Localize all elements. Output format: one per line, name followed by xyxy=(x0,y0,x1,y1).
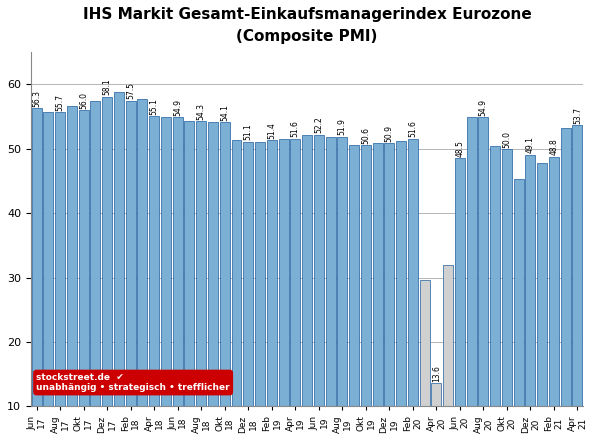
Bar xyxy=(90,101,101,407)
Bar xyxy=(372,143,383,407)
Text: 51.4: 51.4 xyxy=(267,122,276,139)
Bar xyxy=(419,279,430,407)
Text: 55.1: 55.1 xyxy=(150,98,159,115)
Bar xyxy=(114,92,124,407)
Text: 49.1: 49.1 xyxy=(526,136,535,154)
Bar xyxy=(443,265,453,407)
Bar xyxy=(220,122,230,407)
Bar xyxy=(502,149,512,407)
Bar xyxy=(408,139,418,407)
Bar xyxy=(513,179,524,407)
Bar xyxy=(455,158,465,407)
Bar xyxy=(173,117,183,407)
Text: 57.5: 57.5 xyxy=(126,82,135,99)
Bar xyxy=(43,112,54,407)
Bar xyxy=(314,135,324,407)
Bar xyxy=(525,154,536,407)
Bar xyxy=(184,121,195,407)
Bar xyxy=(572,125,583,407)
Bar xyxy=(349,145,359,407)
Bar xyxy=(267,140,277,407)
Bar xyxy=(537,163,547,407)
Bar xyxy=(126,101,136,407)
Text: 50.9: 50.9 xyxy=(385,125,394,142)
Bar xyxy=(337,136,347,407)
Bar xyxy=(208,122,218,407)
Text: 54.3: 54.3 xyxy=(197,103,206,120)
Bar xyxy=(255,143,265,407)
Bar xyxy=(549,157,559,407)
Bar xyxy=(67,106,77,407)
Text: 51.6: 51.6 xyxy=(408,121,417,137)
Text: 52.2: 52.2 xyxy=(314,117,323,133)
Bar xyxy=(478,117,488,407)
Text: 50.0: 50.0 xyxy=(502,131,511,147)
Bar xyxy=(79,110,89,407)
Text: 54.9: 54.9 xyxy=(173,99,182,116)
Text: 56.3: 56.3 xyxy=(32,90,41,107)
Bar xyxy=(32,108,42,407)
Title: IHS Markit Gesamt-Einkaufsmanagerindex Eurozone
(Composite PMI): IHS Markit Gesamt-Einkaufsmanagerindex E… xyxy=(83,7,531,44)
Bar xyxy=(361,145,371,407)
Text: 54.9: 54.9 xyxy=(479,99,488,116)
Bar xyxy=(302,136,312,407)
Text: stockstreet.de  ✔
unabhängig • strategisch • trefflicher: stockstreet.de ✔ unabhängig • strategisc… xyxy=(36,373,230,392)
Bar xyxy=(161,117,171,407)
Text: 51.1: 51.1 xyxy=(244,124,253,140)
Bar xyxy=(55,112,65,407)
Bar xyxy=(466,117,477,407)
Text: 51.9: 51.9 xyxy=(338,118,347,136)
Text: 48.8: 48.8 xyxy=(549,139,558,155)
Text: 56.0: 56.0 xyxy=(79,92,88,109)
Bar xyxy=(102,97,112,407)
Bar xyxy=(196,121,206,407)
Bar xyxy=(325,136,336,407)
Text: 55.7: 55.7 xyxy=(56,94,65,111)
Bar xyxy=(278,139,289,407)
Bar xyxy=(290,139,300,407)
Bar xyxy=(137,99,148,407)
Bar xyxy=(149,116,159,407)
Text: 51.6: 51.6 xyxy=(291,121,300,137)
Bar xyxy=(396,141,406,407)
Text: 58.1: 58.1 xyxy=(103,79,112,95)
Bar xyxy=(560,128,571,407)
Text: 54.1: 54.1 xyxy=(220,104,229,121)
Bar xyxy=(243,142,253,407)
Text: 48.5: 48.5 xyxy=(455,140,464,157)
Bar xyxy=(231,140,242,407)
Bar xyxy=(431,383,441,407)
Text: 13.6: 13.6 xyxy=(432,365,441,382)
Bar xyxy=(490,146,500,407)
Bar xyxy=(384,143,394,407)
Text: 53.7: 53.7 xyxy=(573,107,582,124)
Text: 50.6: 50.6 xyxy=(361,127,370,144)
